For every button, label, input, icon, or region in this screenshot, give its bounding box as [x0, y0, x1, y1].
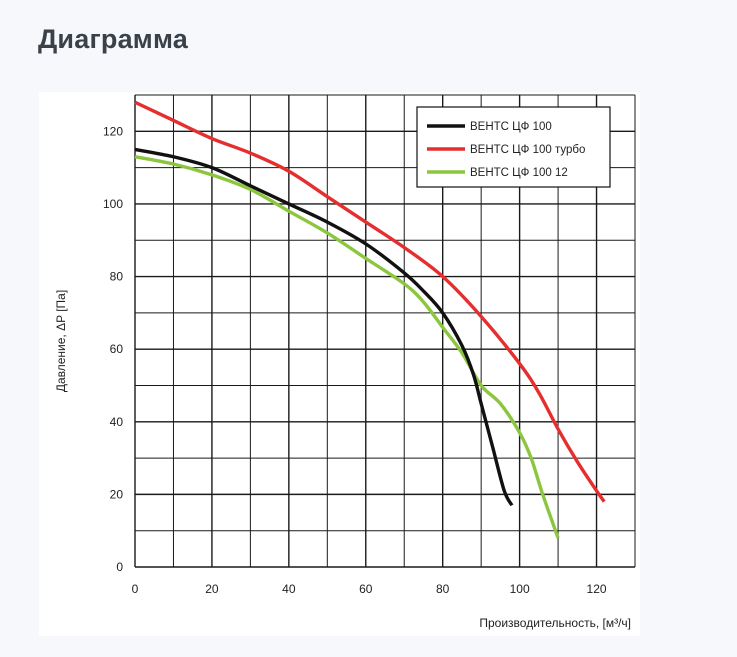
x-tick-label: 0: [132, 582, 139, 596]
y-tick-label: 40: [110, 415, 124, 429]
series-line-2: [134, 155, 560, 539]
pressure-flow-chart: 0 20 40 60 80 100 120 0 20 40 60 80 100 120 ВЕНТС ЦФ …: [54, 94, 636, 630]
chart-panel: 0 20 40 60 80 100 120 0 20 40 60 80 100 120 ВЕНТС ЦФ …: [39, 92, 640, 636]
y-tick-label: 120: [103, 124, 123, 138]
legend-label-0: ВЕНТС ЦФ 100: [470, 121, 552, 133]
y-tick-label: 100: [103, 197, 123, 211]
legend-label-1: ВЕНТС ЦФ 100 турбо: [470, 144, 585, 156]
series-line-1: [134, 100, 606, 503]
page-title: Диаграмма: [38, 24, 189, 54]
y-tick-label: 20: [110, 487, 124, 501]
y-tick-label: 80: [110, 270, 124, 284]
x-tick-label: 100: [510, 582, 530, 596]
y-tick-label: 60: [110, 342, 124, 356]
tick-labels: 0 20 40 60 80 100 120 0 20 40 60 80 100 120: [103, 124, 607, 596]
x-tick-label: 60: [359, 582, 373, 596]
series-layer: [134, 100, 606, 539]
y-tick-label: 0: [116, 560, 123, 574]
x-tick-label: 80: [436, 582, 450, 596]
series-line-0: [134, 147, 514, 507]
legend: ВЕНТС ЦФ 100 ВЕНТС ЦФ 100 турбо ВЕНТС ЦФ 1…: [416, 106, 611, 188]
legend-label-2: ВЕНТС ЦФ 100 12: [470, 167, 568, 179]
x-tick-label: 120: [587, 582, 607, 596]
x-tick-label: 20: [205, 582, 219, 596]
y-axis-label: Давление, ΔP [Па]: [54, 290, 68, 392]
x-axis-label: Производительность, [м³/ч]: [479, 616, 631, 630]
x-tick-label: 40: [282, 582, 296, 596]
